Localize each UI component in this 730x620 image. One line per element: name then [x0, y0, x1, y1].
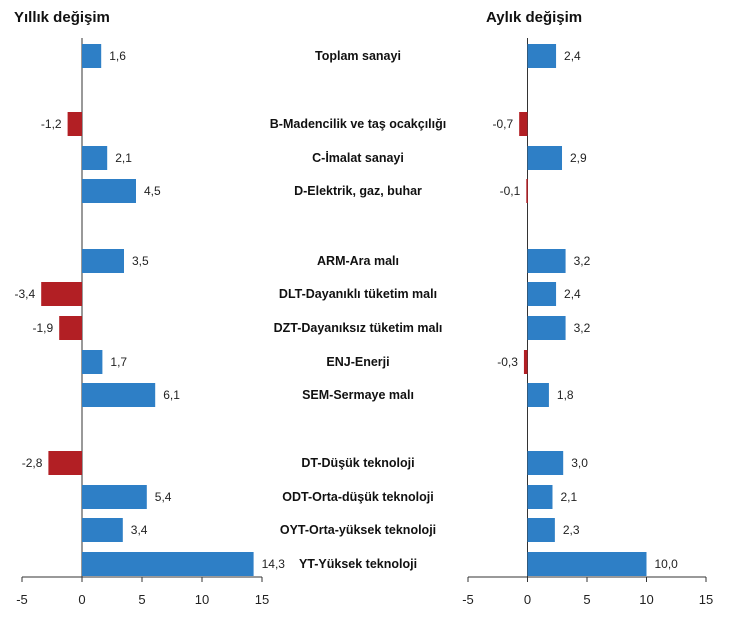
category-label: ARM-Ara malı	[317, 254, 399, 268]
left-x-tick-label: -5	[16, 592, 28, 607]
category-label: D-Elektrik, gaz, buhar	[294, 184, 422, 198]
right-x-tick-label: -5	[462, 592, 474, 607]
right-x-tick-label: 0	[524, 592, 531, 607]
right-value-label: 3,0	[571, 456, 588, 470]
right-value-label: 2,3	[563, 523, 580, 537]
left-panel-title: Yıllık değişim	[14, 9, 110, 26]
left-panel: -5 0 5 10 15 1,6 -1,2 2,1 4,5 3,5 -3,4 -1,9 1,7 6,1 -2…	[15, 38, 286, 607]
category-label: ODT-Orta-düşük teknoloji	[282, 490, 433, 504]
right-bar	[519, 112, 528, 136]
right-bar	[526, 179, 528, 203]
category-label: B-Madencilik ve taş ocakçılığı	[270, 117, 446, 131]
right-bar	[527, 146, 563, 170]
right-bar	[527, 451, 564, 475]
right-value-label: -0,3	[497, 355, 518, 369]
category-labels: Toplam sanayi B-Madencilik ve taş ocakçıl…	[270, 49, 446, 571]
right-value-label: -0,7	[492, 117, 513, 131]
category-label: OYT-Orta-yüksek teknoloji	[280, 523, 436, 537]
right-value-label: 2,4	[564, 49, 581, 63]
right-value-label: -0,1	[500, 184, 521, 198]
category-label: SEM-Sermaye malı	[302, 388, 414, 402]
right-panel: -5 0 5 10 15 2,4 -0,7 2,9 -0,1 3,2 2,4 3,2 -0,3 1,8 3,…	[462, 38, 713, 607]
right-bar	[527, 44, 557, 68]
right-value-label: 1,8	[557, 388, 574, 402]
left-value-label: 3,4	[131, 523, 148, 537]
left-bar	[67, 112, 82, 136]
left-bar	[82, 552, 254, 576]
right-bar	[527, 552, 647, 576]
left-value-label: 5,4	[155, 490, 172, 504]
left-x-tick-label: 10	[195, 592, 209, 607]
right-x-tick-label: 15	[699, 592, 713, 607]
left-value-label: -2,8	[22, 456, 43, 470]
left-value-label: 1,6	[109, 49, 126, 63]
right-bar	[527, 282, 557, 306]
left-bar	[48, 451, 82, 475]
right-bar	[527, 316, 566, 340]
left-value-label: -3,4	[15, 287, 36, 301]
right-bar	[527, 383, 549, 407]
left-value-label: 4,5	[144, 184, 161, 198]
left-bar	[82, 179, 136, 203]
right-bar	[523, 350, 528, 374]
left-value-label: 1,7	[110, 355, 127, 369]
category-label: DLT-Dayanıklı tüketim malı	[279, 287, 437, 301]
right-panel-title: Aylık değişim	[486, 9, 582, 26]
right-value-label: 3,2	[574, 254, 591, 268]
left-value-label: 2,1	[115, 151, 132, 165]
left-bar	[82, 518, 123, 542]
left-x-tick-label: 5	[138, 592, 145, 607]
right-bar	[527, 249, 566, 273]
category-label: YT-Yüksek teknoloji	[299, 557, 417, 571]
right-value-label: 2,9	[570, 151, 587, 165]
right-bar	[527, 485, 553, 509]
left-value-label: -1,2	[41, 117, 62, 131]
left-bar	[82, 146, 108, 170]
right-value-label: 10,0	[655, 557, 679, 571]
left-value-label: 14,3	[262, 557, 286, 571]
category-label: DT-Düşük teknoloji	[301, 456, 414, 470]
right-value-label: 3,2	[574, 321, 591, 335]
right-bar	[527, 518, 555, 542]
category-label: DZT-Dayanıksız tüketim malı	[274, 321, 443, 335]
left-bar	[82, 44, 102, 68]
left-bar	[41, 282, 82, 306]
left-bar	[82, 383, 156, 407]
left-x-tick-label: 0	[78, 592, 85, 607]
left-value-label: 3,5	[132, 254, 149, 268]
right-value-label: 2,4	[564, 287, 581, 301]
left-value-label: 6,1	[163, 388, 180, 402]
right-x-tick-label: 5	[583, 592, 590, 607]
right-x-tick-label: 10	[639, 592, 653, 607]
left-x-tick-label: 15	[255, 592, 269, 607]
category-label: ENJ-Enerji	[326, 355, 389, 369]
left-bar	[82, 350, 103, 374]
category-label: C-İmalat sanayi	[312, 150, 404, 165]
right-value-label: 2,1	[560, 490, 577, 504]
left-value-label: -1,9	[33, 321, 54, 335]
left-bar	[59, 316, 82, 340]
category-label: Toplam sanayi	[315, 49, 401, 63]
left-bar	[82, 249, 124, 273]
left-bar	[82, 485, 147, 509]
